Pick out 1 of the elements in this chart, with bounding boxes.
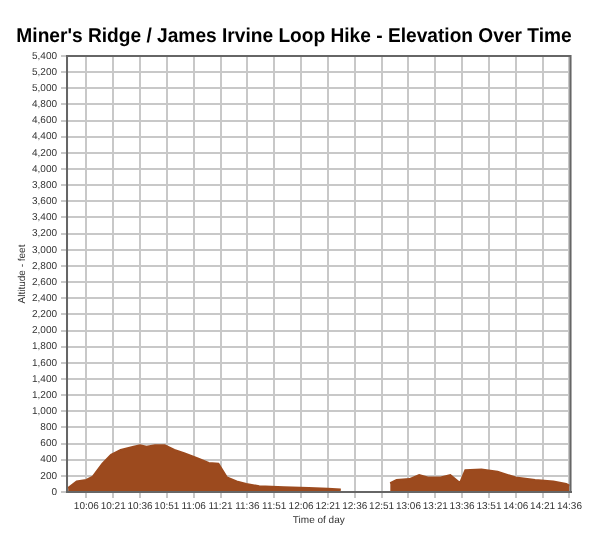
chart-title: Miner's Ridge / James Irvine Loop Hike - Elevation Over Time [16,25,573,48]
